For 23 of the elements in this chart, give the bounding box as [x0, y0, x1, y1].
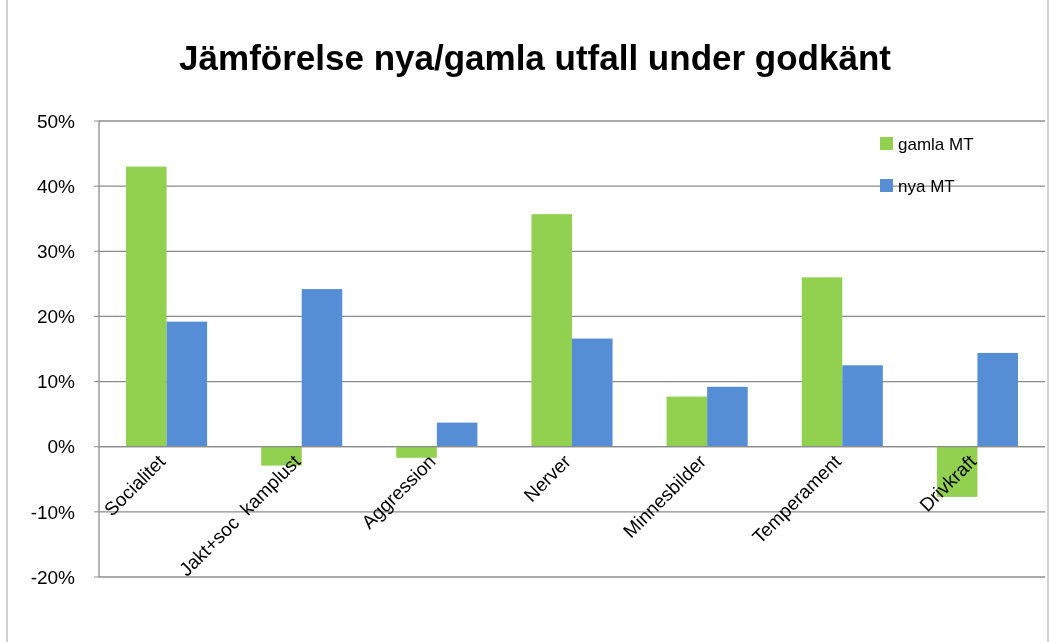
bar: [166, 321, 208, 447]
y-tick-label: 10%: [36, 371, 76, 393]
bar: [666, 396, 708, 447]
bar: [396, 446, 437, 458]
chart-title: Jämförelse nya/gamla utfall under godkänt: [179, 38, 892, 77]
y-tick-label: -20%: [30, 566, 76, 588]
bar: [977, 352, 1018, 447]
bar: [842, 365, 883, 447]
y-tick-label: 40%: [36, 175, 76, 197]
bar: [801, 277, 843, 447]
y-tick-label: 20%: [36, 306, 76, 328]
y-tick-label: 50%: [36, 110, 76, 132]
bar: [572, 338, 613, 447]
y-tick-label: 30%: [36, 240, 76, 262]
bar: [126, 166, 167, 447]
y-tick-label: -10%: [30, 501, 76, 523]
legend-label: gamla MT: [898, 134, 974, 154]
bar: [531, 214, 572, 447]
bar: [707, 386, 748, 447]
y-tick-label: 0%: [47, 436, 76, 458]
legend-label: nya MT: [898, 176, 955, 196]
bar: [436, 422, 478, 447]
bar: [301, 289, 343, 447]
